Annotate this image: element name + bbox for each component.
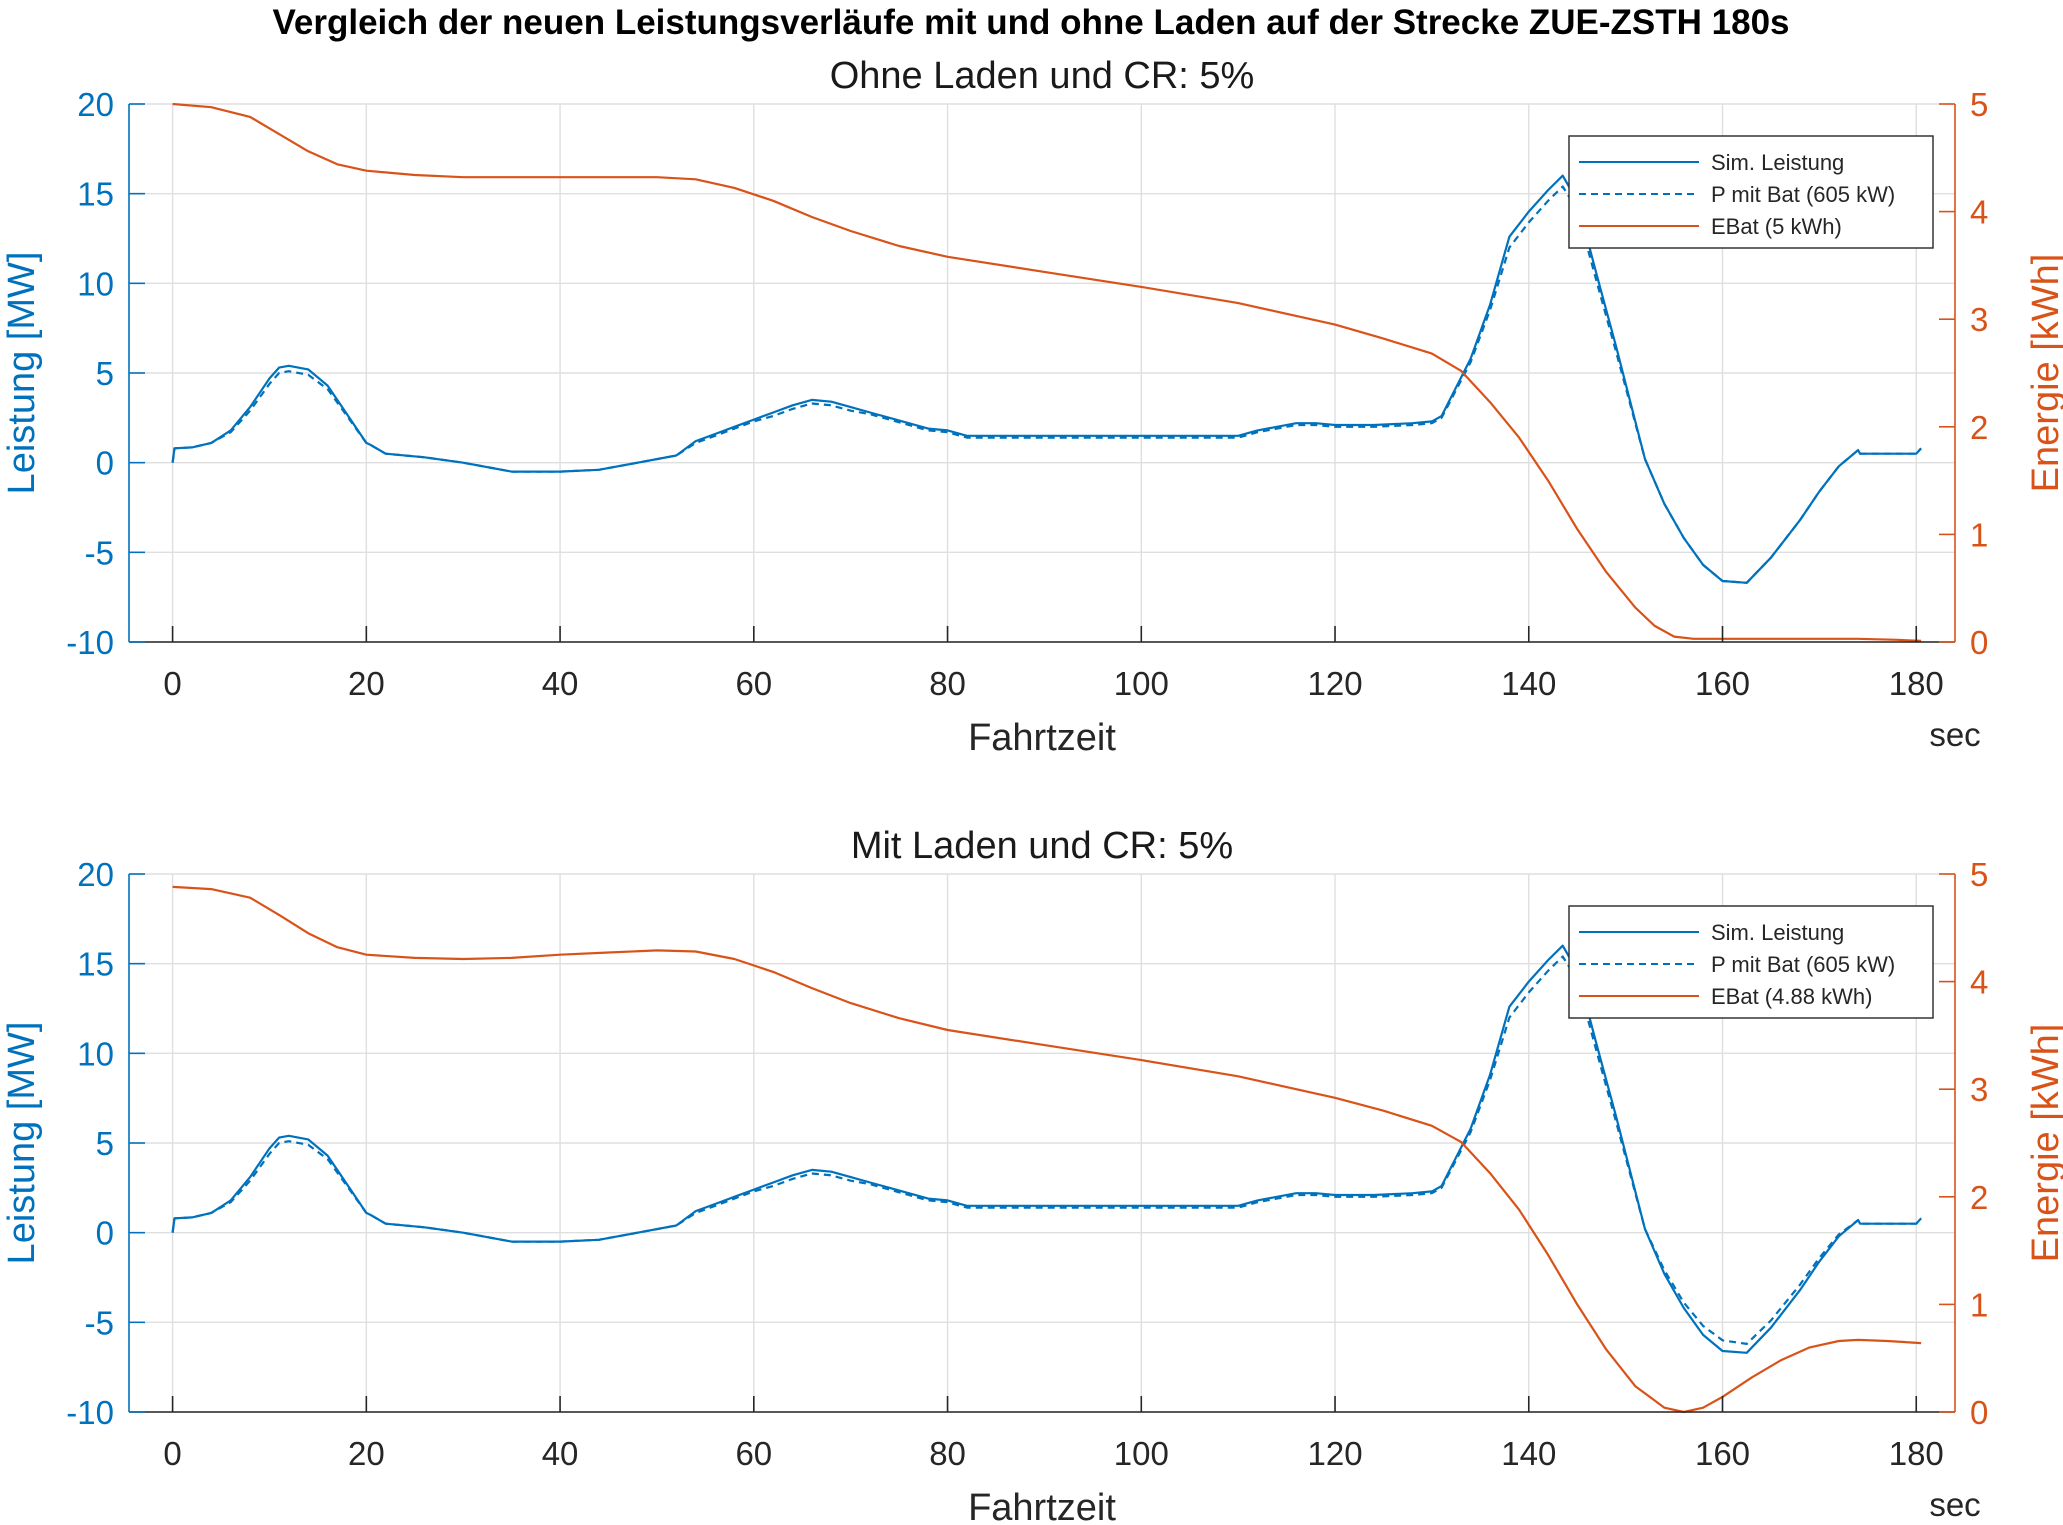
y-right-tick-label: 2: [1970, 409, 1988, 446]
series-line-1: [171, 174, 1922, 584]
legend-entry: P mit Bat (605 kW): [1711, 182, 1895, 207]
panel-2: 0 20 40 60 80 100 120 140 160 180 -10 -5 0 5 10 15 20 0 1 2…: [1, 825, 2063, 1525]
x-tick-label: 60: [735, 665, 772, 702]
y-left-tick-label: 5: [96, 1125, 114, 1162]
x-tick-label: 160: [1695, 1435, 1750, 1472]
x-tick-label: 60: [735, 1435, 772, 1472]
x-tick-label: 160: [1695, 665, 1750, 702]
series-line-3: [172, 885, 1922, 1414]
y-right-tick-label: 2: [1970, 1179, 1988, 1216]
y-left-tick-label: -5: [85, 1304, 114, 1341]
x-tick-label: 180: [1889, 665, 1944, 702]
x-tick-label: 120: [1308, 665, 1363, 702]
y-left-tick-label: 5: [96, 355, 114, 392]
y-left-tick-label: -5: [85, 534, 114, 571]
x-tick-label: 20: [348, 665, 385, 702]
y-right-tick-label: 4: [1970, 194, 1988, 231]
x-tick-label: 140: [1501, 665, 1556, 702]
x-tick-label: 0: [163, 665, 181, 702]
y-left-axis-label: Leistung [MW]: [1, 252, 43, 495]
panel-1: 0 20 40 60 80 100 120 140 160 180 -10 -5 0 5 10 15 20 0 1 2…: [1, 55, 2063, 759]
series-group: [171, 885, 1922, 1414]
figure-suptitle: Vergleich der neuen Leistungsverläufe mi…: [272, 3, 1789, 42]
y-left-tick-label: 0: [96, 1215, 114, 1252]
legend-box: [1568, 135, 1934, 249]
y-left-tick-label: -10: [66, 624, 114, 661]
y-right-tick-label: 5: [1970, 86, 1988, 123]
y-right-tick-label: 1: [1970, 516, 1988, 553]
y-left-tick-label: 20: [77, 86, 114, 123]
panel-title: Ohne Laden und CR: 5%: [830, 55, 1255, 97]
x-tick-label: 80: [929, 665, 966, 702]
y-left-tick-label: 10: [77, 265, 114, 302]
y-left-axis-label: Leistung [MW]: [1, 1022, 43, 1265]
legend-box: [1568, 905, 1934, 1019]
axes: 0 20 40 60 80 100 120 140 160 180 -10 -5 0 5 10 15 20 0 1 2…: [66, 856, 1988, 1472]
y-left-tick-label: 20: [77, 856, 114, 893]
y-right-tick-label: 4: [1970, 964, 1988, 1001]
x-tick-label: 140: [1501, 1435, 1556, 1472]
y-left-tick-label: 10: [77, 1035, 114, 1072]
series-line-2: [171, 955, 1922, 1346]
x-tick-label: 80: [929, 1435, 966, 1472]
axes: 0 20 40 60 80 100 120 140 160 180 -10 -5 0 5 10 15 20 0 1 2…: [66, 86, 1988, 702]
x-tick-label: 180: [1889, 1435, 1944, 1472]
series-line-1: [171, 944, 1922, 1354]
y-right-tick-label: 0: [1970, 624, 1988, 661]
legend-entry: Sim. Leistung: [1711, 150, 1844, 175]
legend-entry: P mit Bat (605 kW): [1711, 952, 1895, 977]
x-axis-label: Fahrtzeit: [968, 1487, 1116, 1525]
series-line-3: [172, 102, 1922, 642]
panels: 0 20 40 60 80 100 120 140 160 180-10-505101520012…: [1, 55, 2063, 1525]
series-group: [171, 102, 1922, 642]
y-left-tick-label: 15: [77, 946, 114, 983]
panel-title: Mit Laden und CR: 5%: [851, 825, 1233, 867]
y-right-axis-label: Energie [kWh]: [2025, 1024, 2063, 1263]
x-tick-label: 120: [1308, 1435, 1363, 1472]
y-right-tick-label: 3: [1970, 1071, 1988, 1108]
x-tick-label: 20: [348, 1435, 385, 1472]
y-right-axis-label: Energie [kWh]: [2025, 254, 2063, 493]
y-right-tick-label: 3: [1970, 301, 1988, 338]
x-tick-label: 40: [542, 665, 579, 702]
legend-entry: Sim. Leistung: [1711, 920, 1844, 945]
y-right-tick-label: 5: [1970, 856, 1988, 893]
legend-entry: EBat (4.88 kWh): [1711, 984, 1872, 1009]
x-tick-label: 40: [542, 1435, 579, 1472]
x-tick-label: 100: [1114, 1435, 1169, 1472]
x-unit-label: sec: [1929, 1486, 1980, 1523]
legend: Sim. Leistung P mit Bat (605 kW) EBat (5 k…: [1568, 135, 1934, 249]
legend: Sim. Leistung P mit Bat (605 kW) EBat (4.8…: [1568, 905, 1934, 1019]
x-axis-label: Fahrtzeit: [968, 717, 1116, 759]
y-left-tick-label: 0: [96, 445, 114, 482]
y-left-tick-label: -10: [66, 1394, 114, 1431]
y-right-tick-label: 0: [1970, 1394, 1988, 1431]
x-tick-label: 0: [163, 1435, 181, 1472]
y-right-tick-label: 1: [1970, 1286, 1988, 1323]
x-tick-label: 100: [1114, 665, 1169, 702]
y-left-tick-label: 15: [77, 176, 114, 213]
legend-entry: EBat (5 kWh): [1711, 214, 1842, 239]
x-unit-label: sec: [1929, 716, 1980, 753]
